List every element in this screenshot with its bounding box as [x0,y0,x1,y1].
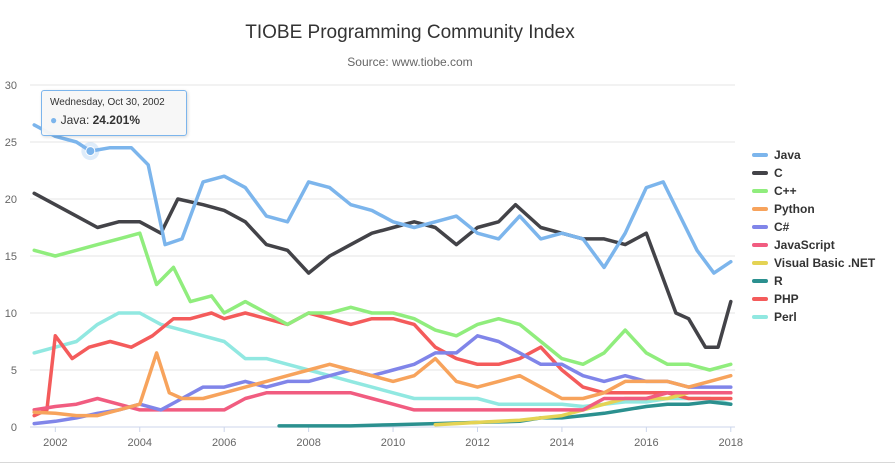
chart-subtitle: Source: www.tiobe.com [347,55,473,69]
legend: Java C C++ Python C# JavaScript Visual Basic .… [752,146,875,326]
y-tick-30: 30 [5,80,17,92]
x-tick-2018: 2018 [719,437,743,449]
legend-swatch [752,315,768,319]
legend-swatch [752,153,768,157]
chart-title: TIOBE Programming Community Index [245,22,575,43]
tooltip-date: Wednesday, Oct 30, 2002 [50,97,165,108]
series-line-c[interactable] [32,334,733,426]
y-tick-15: 15 [5,251,17,263]
legend-item-php[interactable]: PHP [752,290,875,308]
tooltip: Wednesday, Oct 30, 2002 ● Java: 24.201% [41,90,187,136]
x-tick-2014: 2014 [550,437,574,449]
legend-label: PHP [774,292,799,306]
tooltip-series-dot-icon: ● [50,113,58,127]
legend-swatch [752,189,768,193]
legend-swatch [752,261,768,265]
legend-item-r[interactable]: R [752,272,875,290]
grid-lines [30,84,735,428]
tooltip-row: ● Java: 24.201% [50,113,140,127]
legend-item-visual-basic-net[interactable]: Visual Basic .NET [752,254,875,272]
x-tick-2004: 2004 [128,437,152,449]
legend-item-c[interactable]: C# [752,218,875,236]
x-tick-2002: 2002 [43,437,67,449]
series-line-javascript[interactable] [32,391,733,412]
x-tick-2012: 2012 [465,437,489,449]
series-line-java[interactable] [32,123,733,275]
legend-swatch [752,171,768,175]
hover-point [85,146,96,157]
legend-label: C++ [774,184,797,198]
legend-item-python[interactable]: Python [752,200,875,218]
x-axis-labels: 2002 2004 2006 2008 2010 2012 2014 2016 2018 [43,427,743,449]
legend-label: Visual Basic .NET [774,256,876,270]
legend-label: Perl [774,310,797,324]
legend-swatch [752,225,768,229]
hover-marker [81,142,100,161]
series-lines [32,123,733,428]
tooltip-series-label: Java: [60,113,93,127]
x-tick-2016: 2016 [634,437,658,449]
legend-item-c[interactable]: C++ [752,182,875,200]
legend-swatch [752,279,768,283]
legend-item-perl[interactable]: Perl [752,308,875,326]
series-line-r[interactable] [277,400,733,428]
legend-item-java[interactable]: Java [752,146,875,164]
legend-label: C [774,166,783,180]
legend-swatch [752,297,768,301]
x-tick-2006: 2006 [212,437,236,449]
y-axis-labels: 0 5 10 15 20 25 30 [5,80,17,434]
y-tick-10: 10 [5,308,17,320]
legend-swatch [752,207,768,211]
legend-label: JavaScript [774,238,835,252]
tooltip-value: 24.201% [92,113,140,127]
y-tick-25: 25 [5,137,17,149]
legend-label: C# [774,220,790,234]
legend-label: Python [774,202,815,216]
legend-label: Java [774,148,801,162]
y-tick-5: 5 [11,365,17,377]
series-line-c[interactable] [32,231,733,372]
legend-label: R [774,274,783,288]
y-tick-0: 0 [11,422,17,434]
legend-item-javascript[interactable]: JavaScript [752,236,875,254]
legend-item-c[interactable]: C [752,164,875,182]
legend-swatch [752,243,768,247]
bottom-divider [0,462,895,463]
x-tick-2008: 2008 [296,437,320,449]
y-tick-20: 20 [5,194,17,206]
x-tick-2010: 2010 [381,437,405,449]
series-line-python[interactable] [32,351,733,418]
